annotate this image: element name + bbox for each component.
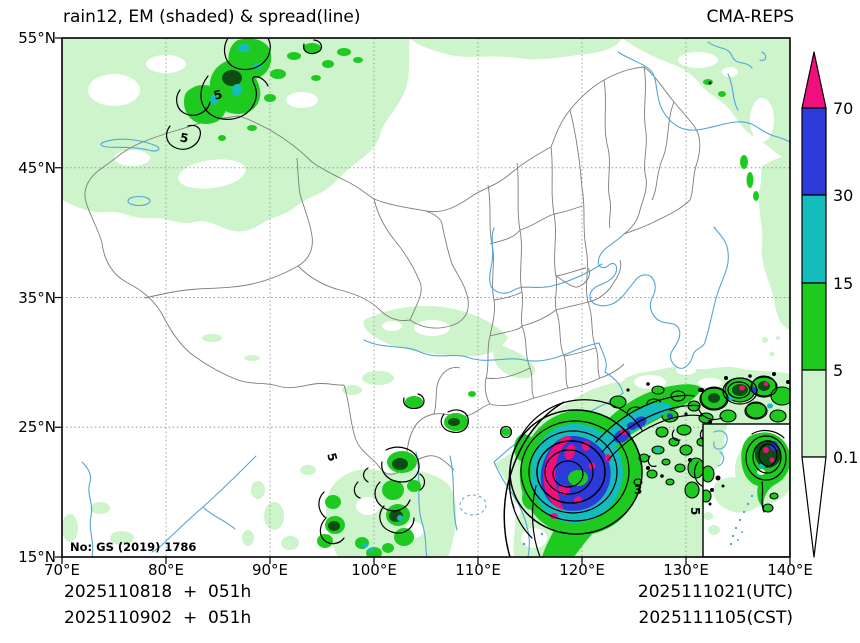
inset-island-dots	[729, 494, 754, 546]
admin-borders	[84, 66, 701, 475]
contour-label: 5	[179, 130, 190, 145]
x-tick-100e: 100°E	[351, 561, 397, 579]
x-tick-120e: 120°E	[559, 561, 605, 579]
contour-labels: 5 5 5 5 3	[179, 87, 702, 515]
footer-valid-cst: 2025111105(CST)	[638, 608, 793, 628]
inset-map	[702, 423, 790, 557]
precip-shading-light	[62, 38, 790, 557]
colorbar: 70 30 15 5 0.1	[801, 51, 858, 558]
colorbar-seg-01-5	[801, 369, 827, 458]
colorbar-label-30: 30	[833, 186, 853, 205]
y-tick-15n: 15°N	[18, 548, 56, 566]
colorbar-seg-30-70	[801, 107, 827, 196]
y-tick-25n: 25°N	[18, 418, 56, 436]
x-tick-80e: 80°E	[147, 561, 185, 579]
colorbar-seg-15-30	[801, 194, 827, 284]
inset-frame	[702, 423, 790, 557]
contour-label: 5	[212, 87, 224, 103]
colorbar-arrow-below	[801, 456, 827, 558]
y-tick-35n: 35°N	[18, 289, 56, 307]
colorbar-label-70: 70	[833, 99, 853, 118]
page-title: rain12, EM (shaded) & spread(line)	[63, 7, 361, 27]
x-tick-110e: 110°E	[455, 561, 501, 579]
precip-shading-medium	[184, 38, 759, 557]
x-tick-70e: 70°E	[43, 561, 81, 579]
contour-label: 5	[324, 451, 340, 463]
license-number: No: GS (2019) 1786	[70, 540, 197, 554]
colorbar-label-0-1: 0.1	[833, 448, 858, 467]
contour-label: 5	[688, 507, 702, 515]
x-tick-130e: 130°E	[663, 561, 709, 579]
footer-init-utc: 2025110818 + 051h	[64, 582, 252, 602]
map-plot: 5 5 5 5 3	[55, 37, 791, 564]
x-tick-90e: 90°E	[251, 561, 289, 579]
colorbar-arrow-above	[801, 51, 827, 109]
y-tick-55n: 55°N	[18, 29, 56, 47]
y-tick-45n: 45°N	[18, 159, 56, 177]
axis-ticks	[55, 37, 791, 564]
model-name: CMA-REPS	[706, 7, 794, 27]
gridlines	[62, 38, 790, 557]
contour-label: 3	[634, 483, 642, 497]
colorbar-seg-5-15	[801, 282, 827, 371]
colorbar-label-5: 5	[833, 361, 843, 380]
footer-valid-utc: 2025111021(UTC)	[637, 582, 793, 602]
x-tick-140e: 140°E	[767, 561, 813, 579]
precip-dense-cores	[222, 70, 460, 531]
spread-contours	[166, 38, 790, 557]
colorbar-label-15: 15	[833, 274, 853, 293]
footer-init-cst: 2025110902 + 051h	[64, 608, 252, 628]
